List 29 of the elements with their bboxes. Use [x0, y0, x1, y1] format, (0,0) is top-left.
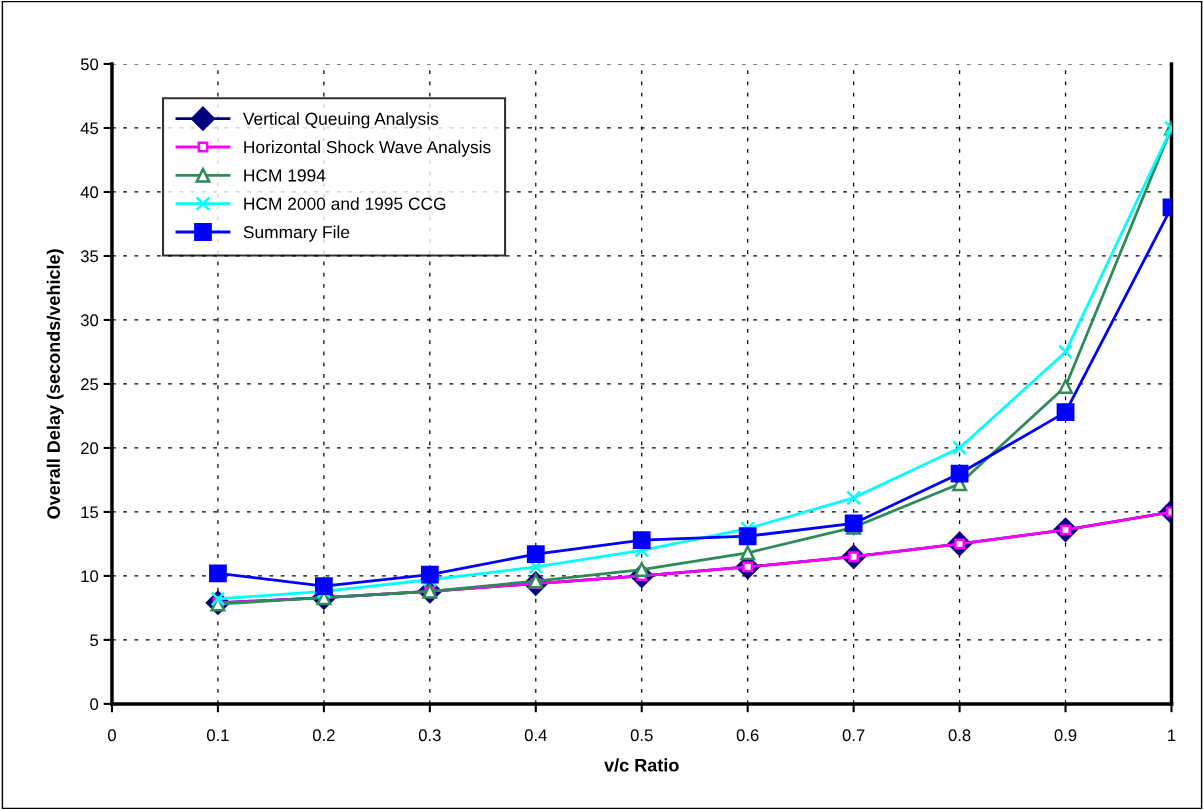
- y-tick-label: 25: [81, 378, 99, 391]
- legend-label: Vertical Queuing Analysis: [242, 112, 439, 129]
- x-tick-label: 0.8: [948, 729, 971, 742]
- legend-label: Horizontal Shock Wave Analysis: [244, 140, 491, 157]
- y-tick-label: 15: [81, 506, 99, 519]
- x-axis-title: v/c Ratio: [604, 758, 679, 772]
- y-tick-label: 50: [80, 58, 99, 71]
- y-tick-label: 20: [81, 442, 99, 455]
- x-tick-label: 0.9: [1054, 729, 1077, 742]
- y-tick-label: 40: [80, 186, 99, 199]
- y-axis-title: Overall Delay (seconds/vehicle): [46, 249, 64, 519]
- x-tick-label: 0: [107, 729, 116, 742]
- y-tick-label: 30: [80, 314, 99, 327]
- legend-label: Summary File: [243, 225, 350, 242]
- legend-label: HCM 2000 and 1995 CCG: [244, 197, 446, 210]
- x-tick-label: 0.7: [842, 729, 865, 742]
- x-tick-label: 0.4: [524, 729, 547, 742]
- x-tick-label: 0.5: [630, 729, 653, 742]
- x-tick-label: 0.1: [206, 729, 229, 742]
- x-tick-label: 0.2: [312, 729, 335, 742]
- legend-label: HCM 1994: [244, 169, 326, 182]
- y-tick-label: 35: [80, 250, 99, 263]
- y-tick-label: 10: [81, 570, 99, 583]
- y-tick-label: 5: [90, 634, 99, 647]
- y-tick-label: 0: [90, 698, 99, 711]
- x-tick-label: 1: [1168, 729, 1176, 741]
- y-tick-label: 45: [80, 122, 99, 135]
- x-tick-label: 0.6: [736, 729, 759, 742]
- x-tick-label: 0.3: [418, 729, 441, 742]
